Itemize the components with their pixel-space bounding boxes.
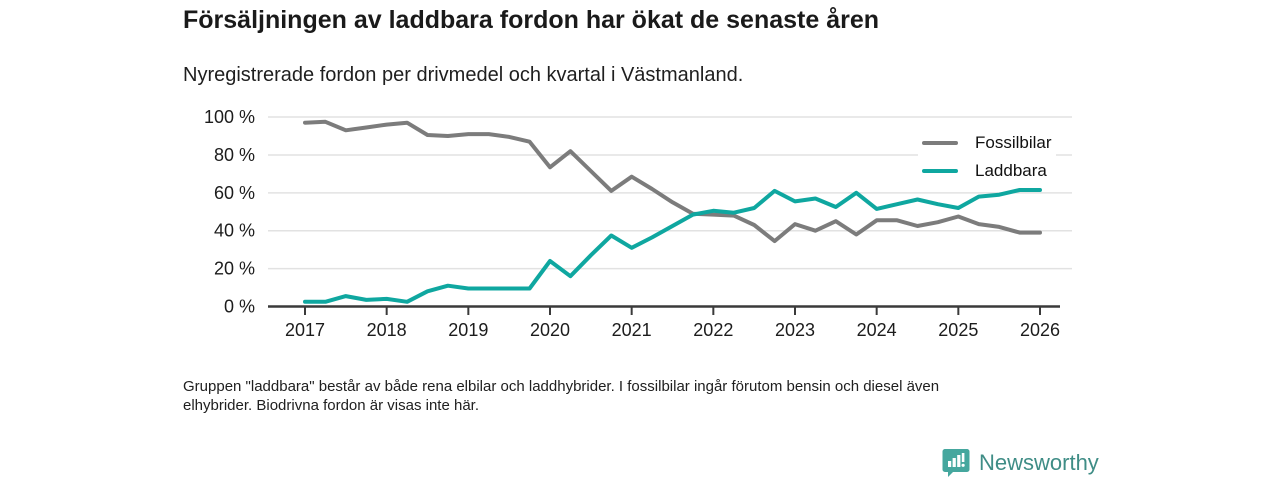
x-tick-label: 2018 <box>367 320 407 340</box>
x-tick-label: 2019 <box>448 320 488 340</box>
y-tick-label: 80 % <box>214 145 255 165</box>
x-tick-label: 2024 <box>857 320 897 340</box>
chart-legend: Fossilbilar Laddbara <box>918 131 1056 183</box>
footnote-line-2: elhybrider. Biodrivna fordon är visas in… <box>183 397 479 414</box>
laddbara-line-swatch <box>922 169 958 173</box>
x-tick-label: 2017 <box>285 320 325 340</box>
page-title: Försäljningen av laddbara fordon har öka… <box>183 6 880 34</box>
x-tick-label: 2025 <box>938 320 978 340</box>
x-tick-label: 2026 <box>1020 320 1060 340</box>
fossilbilar-line-swatch <box>922 141 958 145</box>
y-tick-label: 60 % <box>214 183 255 203</box>
legend-item-laddbara: Laddbara <box>922 161 1052 181</box>
y-tick-label: 0 % <box>224 297 255 317</box>
chart-subtitle: Nyregistrerade fordon per drivmedel och … <box>183 64 744 86</box>
x-tick-label: 2022 <box>693 320 733 340</box>
x-tick-label: 2020 <box>530 320 570 340</box>
series-line-fossilbilar <box>303 119 1042 244</box>
legend-label-fossilbilar: Fossilbilar <box>975 133 1052 152</box>
y-tick-label: 20 % <box>214 259 255 279</box>
newsworthy-wordmark: Newsworthy <box>979 450 1099 475</box>
y-tick-label: 100 % <box>204 107 255 127</box>
line-chart-plot: 0 % 20 % 40 % 60 % 80 % 100 % 2017 2018 2019 2020… <box>204 107 1072 340</box>
footnote-line-1: Gruppen "laddbara" består av både rena e… <box>183 378 940 395</box>
x-tick-label: 2023 <box>775 320 815 340</box>
legend-item-fossilbilar: Fossilbilar <box>922 133 1052 153</box>
line-chart: 0 % 20 % 40 % 60 % 80 % 100 % 2017 2018 2019 2020… <box>0 95 1280 365</box>
x-tick-label: 2021 <box>612 320 652 340</box>
y-tick-label: 40 % <box>214 221 255 241</box>
newsworthy-logo[interactable]: Newsworthy <box>942 448 1099 478</box>
series-line-laddbara <box>303 188 1042 304</box>
legend-label-laddbara: Laddbara <box>975 161 1047 180</box>
chart-footnote: Gruppen "laddbara" består av både rena e… <box>183 377 939 415</box>
newsworthy-bar-chart-icon <box>942 449 970 477</box>
